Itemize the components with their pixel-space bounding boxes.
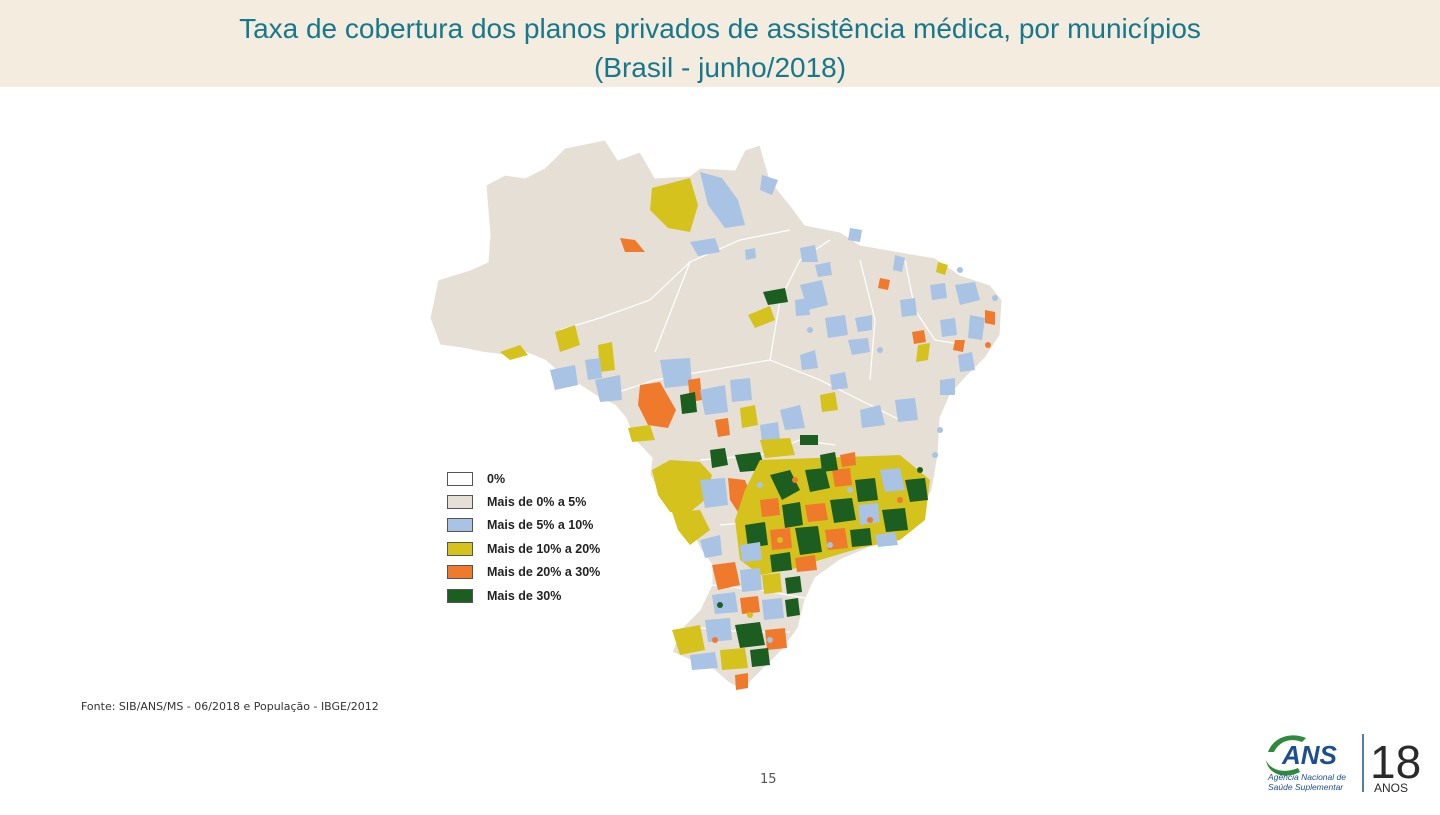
legend-label: Mais de 30% xyxy=(487,589,562,603)
legend-label: 0% xyxy=(487,472,506,486)
logo-wordmark: ANS xyxy=(1281,740,1338,770)
brazil-outline xyxy=(429,139,1003,691)
legend-swatch xyxy=(447,518,473,532)
logo-subtitle-1: Agência Nacional de xyxy=(1267,772,1346,782)
legend-swatch xyxy=(447,589,473,603)
logo-years: 18 xyxy=(1370,736,1421,788)
page-title: Taxa de cobertura dos planos privados de… xyxy=(239,13,1201,44)
ans-logo-graphic: ANS Agência Nacional de Saúde Suplementa… xyxy=(1266,734,1421,795)
page-number: 15 xyxy=(760,772,777,787)
title-band xyxy=(0,0,1440,87)
ans-logo: ANS Agência Nacional de Saúde Suplementa… xyxy=(1262,730,1432,796)
legend-label: Mais de 5% a 10% xyxy=(487,518,594,532)
logo-subtitle-2: Saúde Suplementar xyxy=(1268,782,1344,792)
coverage-patches-south xyxy=(672,562,802,690)
legend-swatch xyxy=(447,472,473,486)
legend-swatch xyxy=(447,495,473,509)
coverage-patches-west xyxy=(500,325,780,442)
coverage-patches-north xyxy=(620,172,872,355)
legend-swatch xyxy=(447,565,473,579)
page-subtitle: (Brasil - junho/2018) xyxy=(593,52,847,83)
logo-years-label: ANOS xyxy=(1374,781,1408,795)
legend-label: Mais de 0% a 5% xyxy=(487,495,587,509)
coverage-speckles xyxy=(712,267,998,643)
legend-label: Mais de 20% a 30% xyxy=(487,565,601,579)
legend-swatch xyxy=(447,542,473,556)
legend-label: Mais de 10% a 20% xyxy=(487,542,601,556)
coverage-patches-northeast xyxy=(780,255,995,430)
source-note: Fonte: SIB/ANS/MS - 06/2018 e População … xyxy=(81,700,379,713)
coverage-patches-center xyxy=(652,435,818,558)
